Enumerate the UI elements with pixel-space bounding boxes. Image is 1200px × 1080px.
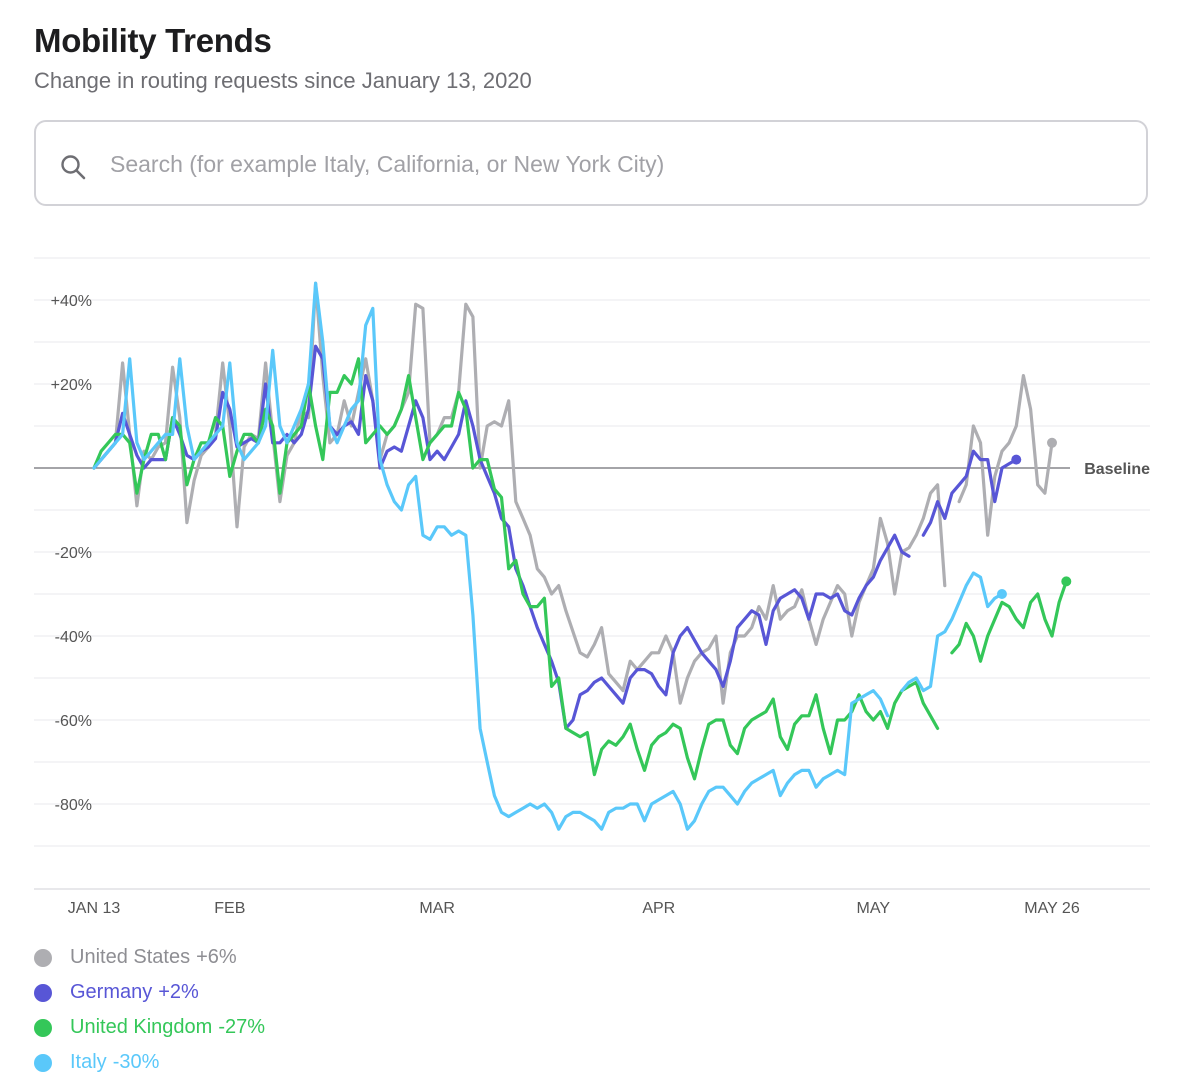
series-italy — [92, 281, 1007, 831]
x-tick-label: MAY — [857, 900, 891, 917]
baseline-label: Baseline — [1084, 461, 1150, 478]
series-line-united-kingdom — [950, 579, 1068, 663]
y-tick-label: +20% — [51, 377, 92, 394]
search-box[interactable] — [34, 120, 1148, 206]
chart-legend: United States +6% Germany +2% United Kingdom… — [34, 940, 265, 1080]
y-tick-label: -80% — [55, 797, 92, 814]
legend-value: +6% — [196, 946, 237, 968]
legend-dot — [34, 948, 52, 967]
page-title: Mobility Trends — [34, 22, 272, 59]
series-end-point-italy — [996, 589, 1007, 599]
series-line-germany — [92, 344, 911, 730]
series-line-united-kingdom — [92, 357, 940, 781]
legend-dot — [34, 983, 52, 1002]
x-tick-label: MAR — [419, 900, 455, 917]
legend-value: -27% — [218, 1016, 266, 1038]
legend-item[interactable]: Germany +2% — [34, 975, 265, 1010]
series-united-states — [92, 281, 1057, 705]
series-line-united-states — [957, 374, 1054, 537]
y-tick-label: +40% — [51, 293, 92, 310]
legend-dot — [34, 1018, 52, 1037]
legend-value: -30% — [112, 1051, 160, 1073]
series-end-point-germany — [1011, 454, 1022, 465]
series-end-point-united-states — [1047, 437, 1057, 448]
search-input[interactable] — [110, 142, 1110, 186]
legend-label: United Kingdom — [70, 1016, 213, 1038]
series-line-united-states — [92, 281, 947, 705]
series-end-point-united-kingdom — [1061, 576, 1072, 587]
y-tick-label: -20% — [55, 545, 92, 562]
x-tick-label: JAN 13 — [68, 900, 121, 917]
legend-dot — [34, 1053, 52, 1072]
x-tick-label: FEB — [214, 900, 245, 917]
search-icon[interactable] — [60, 154, 86, 180]
y-tick-label: -60% — [55, 713, 92, 730]
page-subtitle: Change in routing requests since January… — [34, 68, 532, 93]
x-tick-label: APR — [642, 900, 675, 917]
series-germany — [92, 344, 1022, 730]
series-united-kingdom — [92, 357, 1072, 781]
x-tick-label: MAY 26 — [1024, 900, 1080, 917]
series-line-italy — [900, 571, 1004, 693]
legend-label: Germany — [70, 981, 153, 1003]
legend-label: United States — [70, 946, 191, 968]
legend-value: +2% — [158, 981, 199, 1003]
legend-item[interactable]: Italy -30% — [34, 1045, 265, 1080]
legend-item[interactable]: United Kingdom -27% — [34, 1010, 265, 1045]
mobility-line-chart: Baseline +40% +20% -20% -40% -60% -80% JAN 13 FE… — [34, 257, 1150, 917]
legend-label: Italy — [70, 1051, 107, 1073]
series-line-italy — [92, 281, 890, 831]
legend-item[interactable]: United States +6% — [34, 940, 265, 975]
series-line-germany — [921, 449, 1018, 537]
y-tick-label: -40% — [55, 629, 92, 646]
